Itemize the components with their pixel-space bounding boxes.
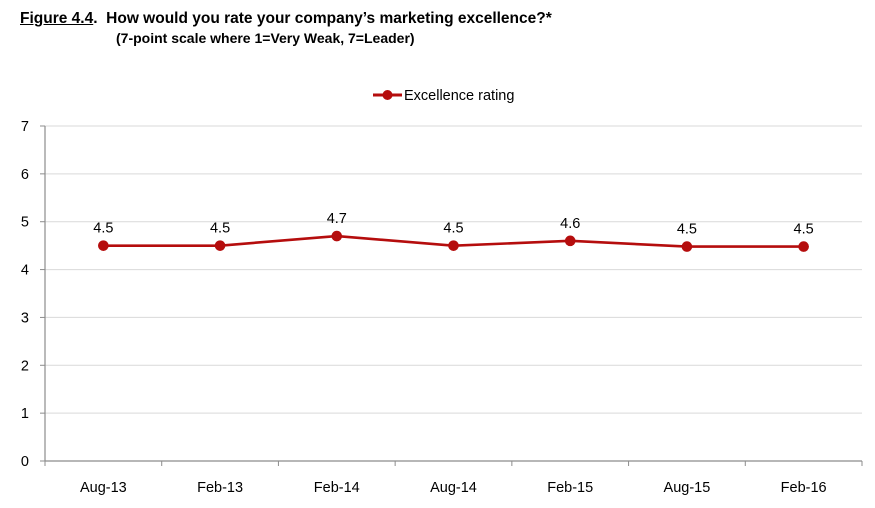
data-point [681,241,693,252]
chart-title: Figure 4.4. How would you rate your comp… [20,10,552,28]
data-label: 4.6 [560,216,580,232]
data-point [214,240,226,251]
data-label: 4.5 [210,221,230,237]
y-tick-label: 0 [21,454,29,470]
data-label: 4.5 [443,221,463,237]
data-point [448,240,459,251]
y-tick-label: 1 [21,406,29,422]
x-tick-label: Feb-15 [547,480,593,496]
x-tick-label: Aug-13 [80,480,127,496]
y-tick-label: 5 [21,215,29,231]
legend-marker-icon [382,90,393,100]
data-point [798,241,809,252]
data-label: 4.7 [327,211,347,227]
gridlines [45,125,862,414]
x-tick-label: Aug-15 [664,480,711,496]
y-tick-label: 2 [21,358,29,374]
x-tick-label: Feb-16 [781,480,827,496]
legend[interactable]: Excellence rating [373,88,514,104]
data-label: 4.5 [794,222,814,238]
legend-label: Excellence rating [404,88,514,104]
figure-punct: . [93,10,98,27]
y-tick-label: 7 [21,119,29,135]
y-tick-label: 3 [21,310,29,326]
x-axis-ticks: Aug-13 Feb-13 Feb-14 Aug-14 Feb-15 Aug-15 Feb-… [44,461,863,496]
x-tick-label: Feb-13 [197,480,243,496]
y-tick-label: 4 [21,263,29,279]
chart-subtitle: (7-point scale where 1=Very Weak, 7=Lead… [116,30,415,46]
data-point [98,240,109,251]
y-tick-label: 6 [21,167,29,183]
y-axis-ticks: 0 1 2 3 4 5 6 7 [21,119,45,470]
figure-question: How would you rate your company’s market… [106,10,552,27]
axes [44,126,862,462]
data-point [564,235,576,247]
data-label: 4.5 [677,222,697,238]
figure-label: Figure 4.4 [20,10,94,27]
x-tick-label: Aug-14 [430,480,477,496]
data-point [331,230,343,242]
data-label: 4.5 [93,221,113,237]
data-labels: 4.5 4.5 4.7 4.5 4.6 4.5 4.5 [93,211,813,238]
x-tick-label: Feb-14 [314,480,360,496]
series-excellence-rating [98,230,809,252]
